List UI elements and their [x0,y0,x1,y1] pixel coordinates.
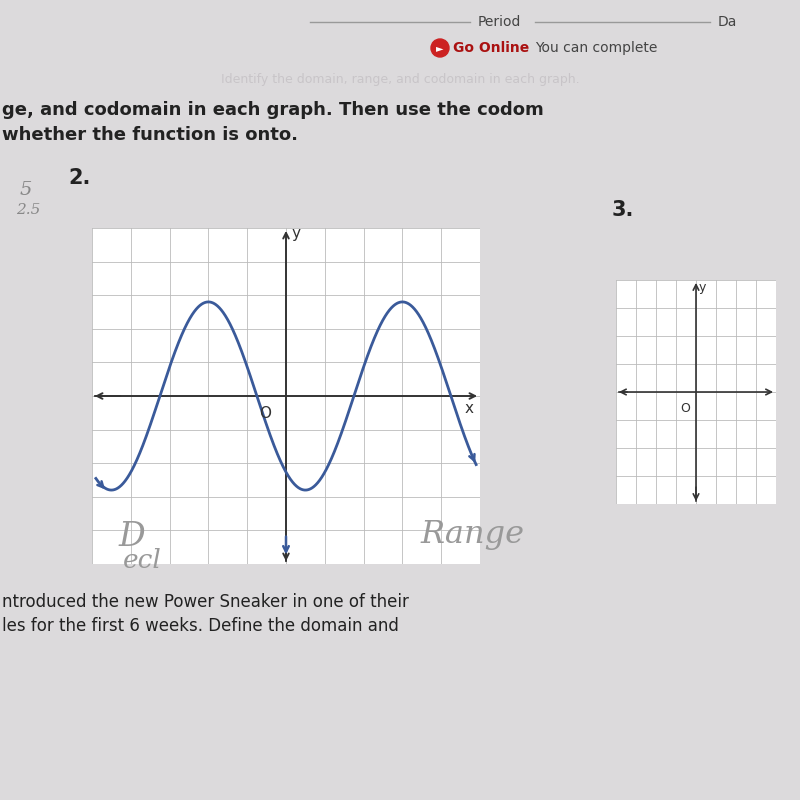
Text: whether the function is onto.: whether the function is onto. [2,126,298,144]
Text: ge, and codomain in each graph. Then use the codom: ge, and codomain in each graph. Then use… [2,101,544,119]
Text: 5: 5 [20,181,32,199]
Text: D: D [118,521,145,553]
Text: Da: Da [718,15,738,29]
Text: les for the first 6 weeks. Define the domain and: les for the first 6 weeks. Define the do… [2,617,399,635]
Text: x: x [465,401,474,416]
Text: 2.: 2. [68,168,90,188]
Text: y: y [699,282,706,294]
Text: Identify the domain, range, and codomain in each graph.: Identify the domain, range, and codomain… [221,74,579,86]
Text: 3.: 3. [612,200,634,220]
Text: Period: Period [478,15,522,29]
Text: y: y [292,226,301,241]
Text: O: O [259,406,271,421]
Text: ►: ► [436,43,444,53]
Circle shape [431,39,449,57]
Text: ntroduced the new Power Sneaker in one of their: ntroduced the new Power Sneaker in one o… [2,593,409,611]
Text: O: O [680,402,690,414]
Text: Go Online: Go Online [453,41,530,55]
Text: You can complete: You can complete [535,41,658,55]
Text: 2.5: 2.5 [16,203,40,217]
Text: ecl: ecl [123,547,162,573]
Text: Range: Range [420,519,524,550]
